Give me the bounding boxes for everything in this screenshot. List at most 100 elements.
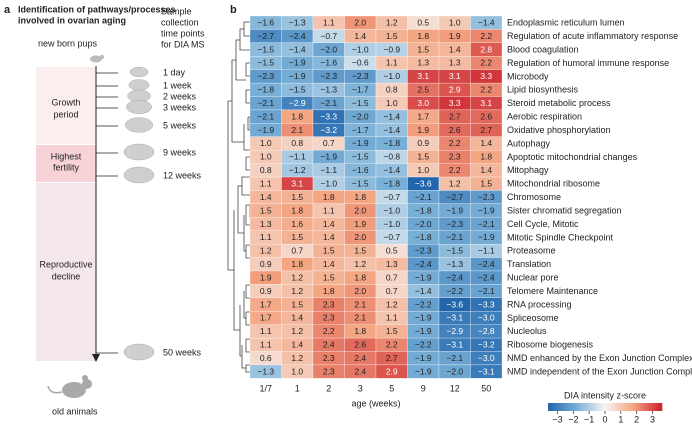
cell-label: −1.0 — [320, 179, 337, 189]
cell-label: −1.3 — [446, 259, 463, 269]
cell-label: 2.2 — [449, 138, 461, 148]
cell-label: −2.3 — [320, 71, 337, 81]
cell-label: −1.8 — [383, 179, 400, 189]
row-label: NMD enhanced by the Exon Junction Comple… — [507, 353, 692, 363]
colorbar-swatch — [606, 403, 609, 411]
cell-label: −2.3 — [352, 71, 369, 81]
cell-label: −2.2 — [415, 340, 432, 350]
cell-label: −1.5 — [446, 246, 463, 256]
colorbar-swatch — [636, 403, 639, 411]
cell-label: 2.9 — [386, 366, 398, 376]
heatmap-row: −2.3 −1.9 −2.3 −2.3 −1.0 3.1 3.1 3.3 — [249, 69, 503, 84]
timepoint-label: 5 weeks — [163, 120, 197, 130]
cell-label: 1.9 — [449, 31, 461, 41]
colorbar-tick-label: 0 — [602, 414, 607, 424]
cell-label: 1.8 — [291, 205, 303, 215]
cell-label: −2.3 — [257, 71, 274, 81]
cell-label: −2.1 — [415, 192, 432, 202]
heatmap-row: 1.0 0.8 0.7 −1.9 −1.8 0.9 2.2 1.4 — [249, 136, 503, 151]
cell-label: −2.0 — [320, 44, 337, 54]
ovary-icon — [123, 166, 155, 184]
heatmap-row: −1.6 −1.3 1.1 2.0 1.2 0.5 1.0 −1.4 — [249, 15, 503, 30]
colorbar-swatch — [602, 403, 605, 411]
growth-band — [36, 67, 96, 144]
colorbar-swatch — [556, 403, 559, 411]
cell-label: 1.1 — [260, 179, 272, 189]
cell-label: 1.1 — [323, 17, 335, 27]
row-label: Oxidative phosphorylation — [507, 125, 611, 135]
cell-label: −1.9 — [478, 232, 495, 242]
cell-label: −2.4 — [478, 272, 495, 282]
cell-label: 2.8 — [480, 44, 492, 54]
timepoint-label: 50 weeks — [163, 347, 202, 357]
colorbar-swatch — [610, 403, 613, 411]
heatmap-row: 0.9 1.2 1.8 2.0 0.7 −1.4 −2.2 −2.1 — [249, 284, 503, 298]
x-tick-label: 2 — [326, 383, 331, 393]
colorbar-swatch — [646, 403, 649, 411]
colorbar-swatch — [598, 403, 601, 411]
row-label: Aerobic respiration — [507, 112, 582, 122]
heatmap-row: 1.7 1.4 2.3 2.1 1.1 −1.9 −3.1 −3.0 — [249, 311, 503, 325]
cell-label: 3.1 — [449, 71, 461, 81]
cell-label: −3.3 — [478, 299, 495, 309]
cell-label: −1.7 — [352, 125, 369, 135]
ovary-icon — [123, 143, 155, 161]
row-label: Mitochondrial ribosome — [507, 179, 600, 189]
cell-label: −2.1 — [257, 98, 274, 108]
colorbar-swatch — [562, 403, 565, 411]
heatmap-row: 1.1 1.4 2.4 2.6 2.2 −2.2 −3.1 −3.2 — [249, 337, 503, 352]
cell-label: 3.1 — [417, 71, 429, 81]
cell-label: 1.1 — [260, 232, 272, 242]
colorbar-swatch — [650, 403, 653, 411]
cell-label: 1.5 — [386, 326, 398, 336]
cell-label: 1.5 — [417, 152, 429, 162]
cell-label: −3.2 — [478, 340, 495, 350]
heatmap-row: 1.3 1.6 1.4 1.9 −1.0 −2.0 −2.3 −2.1 — [249, 217, 503, 231]
cell-label: −2.1 — [478, 286, 495, 296]
cell-label: 1.7 — [417, 111, 429, 121]
colorbar-swatch — [658, 403, 661, 411]
cell-label: 1.0 — [291, 366, 303, 376]
colorbar-swatch — [654, 403, 657, 411]
colorbar-tick-label: 2 — [634, 414, 639, 424]
cell-label: 0.5 — [417, 17, 429, 27]
cell-label: 1.4 — [480, 138, 492, 148]
cell-label: −1.0 — [383, 219, 400, 229]
colorbar-tick-label: 1 — [618, 414, 623, 424]
timepoint-label: 12 weeks — [163, 170, 202, 180]
cell-label: −2.4 — [478, 259, 495, 269]
x-tick-label: 3 — [358, 383, 363, 393]
cell-label: −0.8 — [383, 152, 400, 162]
cell-label: 1.8 — [480, 152, 492, 162]
cell-label: 1.4 — [449, 44, 461, 54]
phase-label: period — [53, 109, 78, 119]
colorbar-swatch — [568, 403, 571, 411]
cell-label: −0.7 — [383, 232, 400, 242]
cell-label: 1.0 — [260, 152, 272, 162]
cell-label: −1.8 — [415, 232, 432, 242]
cell-label: −2.0 — [415, 219, 432, 229]
cell-label: −2.7 — [257, 31, 274, 41]
cell-label: 1.8 — [417, 31, 429, 41]
x-tick-label: 9 — [421, 383, 426, 393]
cell-label: −1.9 — [320, 152, 337, 162]
colorbar-swatch — [576, 403, 579, 411]
colorbar-swatch — [588, 403, 591, 411]
colorbar-swatch — [600, 403, 603, 411]
row-label: Nucleolus — [507, 326, 547, 336]
heatmap-row: 1.7 1.5 2.3 2.1 1.2 −2.2 −3.6 −3.3 — [249, 297, 503, 312]
cell-label: −2.1 — [446, 353, 463, 363]
cell-label: −2.0 — [446, 366, 463, 376]
cell-label: −2.3 — [446, 219, 463, 229]
row-label: Cell Cycle, Mitotic — [507, 219, 579, 229]
cell-label: 1.1 — [386, 313, 398, 323]
cell-label: −1.6 — [257, 17, 274, 27]
colorbar-swatch — [644, 403, 647, 411]
cell-label: 1.9 — [417, 125, 429, 135]
cell-label: −1.7 — [352, 85, 369, 95]
colorbar-tick-label: 3 — [650, 414, 655, 424]
colorbar-swatch — [640, 403, 643, 411]
sample-label: for DIA MS — [161, 39, 205, 49]
cell-label: −1.5 — [257, 44, 274, 54]
